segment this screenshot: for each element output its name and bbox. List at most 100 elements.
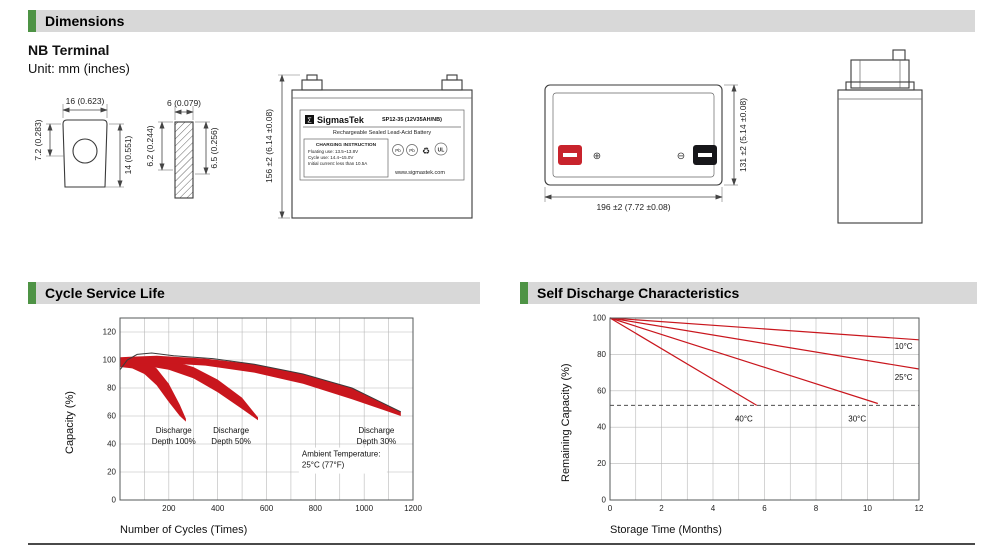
brand-logo-icon	[305, 115, 314, 124]
plot-border	[609, 317, 920, 501]
dim-front-height: 156 ±2 (6.14 ±0.08)	[264, 109, 274, 183]
side-top-cap	[850, 59, 910, 89]
annotation-text: 25°C (77°F)	[302, 461, 345, 470]
model-number: SP12-35 (12V35AH/NB)	[382, 117, 442, 123]
dim-section-left: 6.2 (0.244)	[145, 125, 155, 166]
annotation-text: 25°C	[895, 373, 913, 382]
brand-logo-glyph: Σ	[307, 118, 312, 125]
x-tick-label: 4	[711, 504, 716, 513]
section-title: Self Discharge Characteristics	[537, 285, 740, 301]
annotation-text: 30°C	[848, 415, 866, 424]
y-tick-label: 0	[112, 496, 117, 505]
website-text: www.sigmastek.com	[394, 170, 445, 176]
plus-terminal-symbol: ⊕	[593, 151, 601, 162]
charging-line-1: Floating use: 13.5~13.8V	[308, 149, 358, 154]
annotation-bg	[298, 447, 387, 474]
charging-line-3: Initial current: less than 10.5A	[308, 161, 367, 166]
annotation-text: Discharge	[358, 426, 395, 435]
section-header-cycle-service-life: Cycle Service Life	[28, 282, 480, 304]
x-tick-label: 2	[659, 504, 664, 513]
top-view-outer	[544, 84, 723, 186]
recycle-icon: ♻	[422, 146, 430, 156]
dim-section-right: 6.5 (0.256)	[209, 127, 219, 168]
battery-side-view	[837, 49, 923, 224]
series-line	[609, 317, 758, 406]
y-tick-label: 0	[602, 496, 607, 505]
x-tick-label: 12	[915, 504, 924, 513]
charging-title: CHARGING INSTRUCTION	[316, 142, 377, 148]
x-tick-label: 200	[162, 504, 176, 513]
section-header-self-discharge: Self Discharge Characteristics	[520, 282, 977, 304]
pb-icon-2-label: Pb	[409, 148, 415, 153]
series-line	[609, 317, 920, 370]
battery-case	[291, 89, 473, 219]
self-discharge-xlabel: Storage Time (Months)	[610, 524, 722, 536]
unit-note: Unit: mm (inches)	[28, 61, 130, 76]
section-title: Cycle Service Life	[45, 285, 165, 301]
section-header-dimensions: Dimensions	[28, 10, 975, 32]
y-tick-label: 40	[107, 440, 116, 449]
annotation-text: Depth 30%	[357, 437, 397, 446]
pb-icon-label: Pb	[395, 148, 401, 153]
x-tick-label: 1000	[355, 504, 373, 513]
dim-terminal-width: 16 (0.623)	[66, 96, 105, 106]
battery-type-text: Rechargeable Sealed Lead-Acid Battery	[333, 130, 431, 136]
header-accent-square	[28, 10, 36, 32]
cycle-service-life-chart: Capacity (%) 200 400 600 800 1000 1200 0 20 40 60…	[62, 310, 424, 536]
terminal-outline	[62, 119, 108, 188]
x-tick-label: 1200	[404, 504, 422, 513]
x-tick-label: 0	[608, 504, 613, 513]
annotation-text: 40°C	[735, 415, 753, 424]
page-footer-rule	[28, 543, 975, 545]
terminal-section-view: 6 (0.079) 6.2 (0.244) 6.5 (0.256)	[145, 98, 219, 199]
cycle-chart-ylabel: Capacity (%)	[64, 391, 76, 455]
ul-icon	[434, 142, 448, 156]
annotation-text: Discharge	[156, 426, 193, 435]
series-line	[119, 352, 402, 413]
x-tick-label: 800	[309, 504, 323, 513]
annotation-text: 10°C	[895, 342, 913, 351]
y-tick-label: 80	[107, 384, 116, 393]
charging-line-2: Cycle use: 14.4~15.0V	[308, 155, 353, 160]
dimension-drawings: 16 (0.623) 7.2 (0.283) 14 (0.551) 6 (0.0…	[33, 49, 923, 224]
header-accent-square	[520, 282, 528, 304]
dim-terminal-left: 7.2 (0.283)	[33, 119, 43, 160]
header-accent-square	[28, 282, 36, 304]
y-tick-label: 40	[597, 423, 606, 432]
self-discharge-chart: Remaining Capacity (%) 0 2 4 6 8 10 12 0 20 40 60 8…	[558, 310, 929, 537]
y-tick-label: 20	[107, 468, 116, 477]
y-tick-label: 60	[107, 412, 116, 421]
annotation-text: Discharge	[213, 426, 250, 435]
y-tick-label: 20	[597, 459, 606, 468]
pb-icon-2	[406, 144, 418, 156]
terminal-front-view: 16 (0.623) 7.2 (0.283) 14 (0.551)	[33, 96, 133, 188]
y-tick-label: 100	[103, 356, 117, 365]
x-tick-label: 6	[762, 504, 767, 513]
x-tick-label: 600	[260, 504, 274, 513]
series-line	[609, 317, 920, 341]
positive-terminal-bar	[563, 153, 577, 157]
dim-top-width: 196 ±2 (7.72 ±0.08)	[596, 202, 670, 212]
pb-icon	[392, 144, 404, 156]
y-tick-label: 80	[597, 350, 606, 359]
annotation-text: Ambient Temperature:	[302, 450, 381, 459]
x-tick-label: 10	[863, 504, 872, 513]
top-view-inner	[552, 92, 715, 178]
plot-border	[119, 317, 414, 501]
y-tick-label: 100	[593, 314, 607, 323]
self-discharge-ylabel: Remaining Capacity (%)	[560, 363, 572, 483]
negative-terminal-bar	[698, 153, 712, 157]
minus-terminal-symbol: ⊖	[677, 151, 685, 162]
cycle-chart-plot: 200 400 600 800 1000 1200 0 20 40 60 80 100 120 Disch…	[103, 317, 422, 513]
battery-top-view: ⊕ ⊖ 196 ±2 (7.72 ±0.08) 131 ±2 (5.14 ±0.…	[544, 84, 748, 212]
dim-top-height: 131 ±2 (5.14 ±0.08)	[738, 98, 748, 172]
section-title: Dimensions	[45, 13, 125, 29]
side-body	[837, 89, 923, 224]
ul-icon-label: UL	[438, 148, 445, 154]
brand-name: SigmasTek	[317, 115, 365, 125]
terminal-hole	[72, 138, 98, 164]
y-tick-label: 120	[103, 328, 117, 337]
cycle-chart-xlabel: Number of Cycles (Times)	[120, 524, 248, 536]
dim-section-width: 6 (0.079)	[167, 98, 201, 108]
